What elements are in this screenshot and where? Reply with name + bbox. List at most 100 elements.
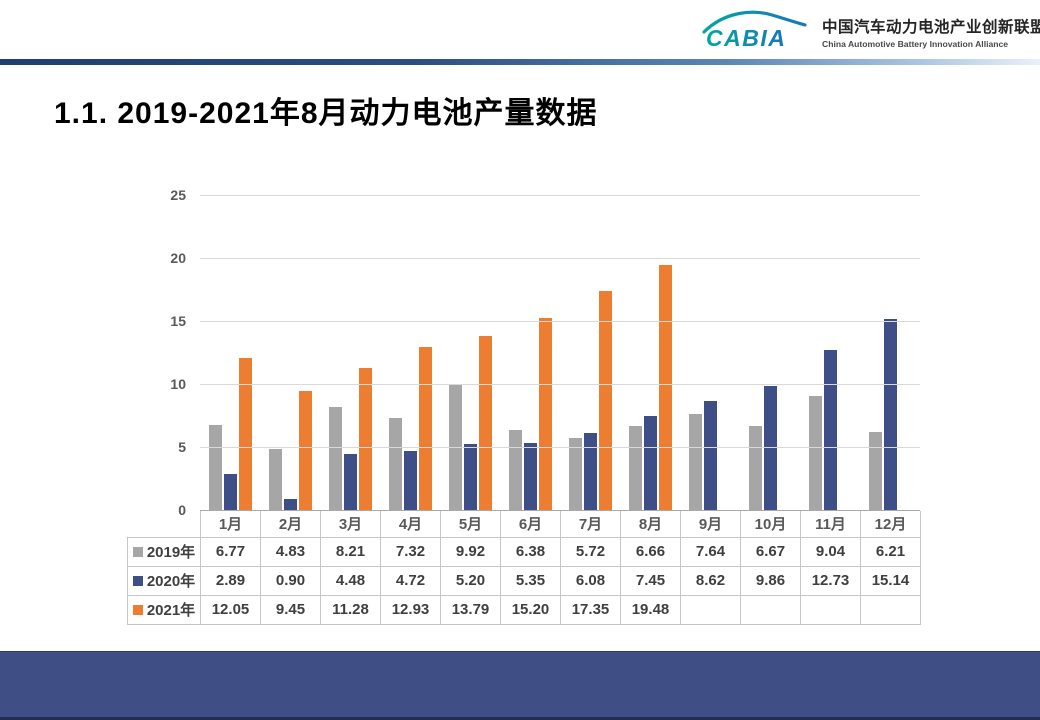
bar-2021年: [238, 358, 252, 510]
series-name: 2019年: [146, 544, 196, 561]
gridline: [200, 384, 920, 385]
value-cell: 19.48: [620, 594, 681, 625]
page-title: 1.1. 2019-2021年8月动力电池产量数据: [54, 97, 598, 130]
bar-chart-plot-area: 0 5 10 15 20 25: [170, 187, 920, 518]
bar-2020年: [223, 473, 237, 510]
value-cell: 6.67: [740, 536, 801, 567]
table-row: 2020年 2.89 0.90 4.48 4.72 5.20 5.35 6.08 7.45 8.6…: [127, 565, 921, 596]
bar-2019年: [268, 449, 282, 510]
gridline: [200, 321, 920, 322]
bar-2020年: [823, 349, 837, 510]
month-slot: [320, 195, 380, 510]
bar-2019年: [868, 431, 882, 510]
month-slot: [560, 195, 620, 510]
bar-2020年: [583, 433, 597, 510]
bar-2019年: [508, 429, 522, 510]
value-cell: [860, 594, 921, 625]
table-corner-cell: [128, 511, 201, 537]
bar-2021年: [538, 318, 552, 510]
value-cell: 5.20: [440, 565, 501, 596]
month-label: 3月: [320, 511, 381, 538]
value-cell: 8.21: [320, 536, 381, 567]
org-name-cn: 中国汽车动力电池产业创新联盟: [822, 19, 1040, 36]
month-slot: [260, 195, 320, 510]
month-label: 1月: [200, 511, 261, 538]
value-cell: 8.62: [680, 565, 741, 596]
value-cell: 6.08: [560, 565, 621, 596]
value-cell: 9.86: [740, 565, 801, 596]
legend-swatch-icon: [132, 546, 143, 557]
data-table: 1月 2月 3月 4月 5月 6月 7月 8月 9月 10月 11月 12月 2019年 6.77 4.83…: [127, 511, 921, 625]
bar-2021年: [598, 291, 612, 510]
series-legend-cell: 2019年: [127, 536, 201, 567]
value-cell: 12.93: [380, 594, 441, 625]
value-cell: 4.83: [260, 536, 321, 567]
gridline: [200, 195, 920, 196]
month-slot: [440, 195, 500, 510]
y-axis-tick-label: 5: [178, 439, 186, 455]
value-cell: 7.64: [680, 536, 741, 567]
value-cell: [680, 594, 741, 625]
table-row: 2021年 12.05 9.45 11.28 12.93 13.79 15.20 17.35 1…: [127, 594, 921, 625]
month-label: 6月: [500, 511, 561, 538]
value-cell: 6.77: [200, 536, 261, 567]
month-slot: [740, 195, 800, 510]
bar-2021年: [478, 336, 492, 510]
bar-2020年: [883, 319, 897, 510]
month-slot: [500, 195, 560, 510]
month-label: 4月: [380, 511, 441, 538]
org-names: 中国汽车动力电池产业创新联盟 China Automotive Battery …: [822, 15, 1040, 49]
bar-2021年: [418, 347, 432, 510]
bar-2019年: [328, 406, 342, 510]
month-label: 12月: [860, 511, 921, 538]
bar-2019年: [568, 437, 582, 510]
cabia-logo-icon: CABIA: [698, 6, 814, 59]
bar-2020年: [703, 401, 717, 510]
bar-2020年: [343, 453, 357, 510]
value-cell: 9.04: [800, 536, 861, 567]
value-cell: 15.14: [860, 565, 921, 596]
bar-2021年: [358, 367, 372, 510]
y-axis-tick-label: 0: [178, 502, 186, 518]
value-cell: 11.28: [320, 594, 381, 625]
month-label: 7月: [560, 511, 621, 538]
month-slot: [620, 195, 680, 510]
bar-2020年: [643, 416, 657, 510]
bar-2019年: [628, 426, 642, 510]
series-legend-cell: 2021年: [127, 594, 201, 625]
value-cell: 12.73: [800, 565, 861, 596]
value-cell: 4.48: [320, 565, 381, 596]
bar-2020年: [403, 450, 417, 510]
bar-2019年: [748, 425, 762, 510]
month-label: 5月: [440, 511, 501, 538]
legend-swatch-icon: [132, 604, 143, 615]
header-divider: [0, 59, 1040, 65]
value-cell: 7.32: [380, 536, 441, 567]
bar-2019年: [388, 417, 402, 510]
month-slot: [860, 195, 920, 510]
value-cell: 5.35: [500, 565, 561, 596]
y-axis-tick-label: 20: [170, 250, 186, 266]
bar-2019年: [808, 396, 822, 510]
series-name: 2020年: [146, 573, 196, 590]
legend-swatch-icon: [132, 575, 143, 586]
bar-2021年: [298, 390, 312, 510]
value-cell: 13.79: [440, 594, 501, 625]
table-row: 2019年 6.77 4.83 8.21 7.32 9.92 6.38 5.72 6.66 7.6…: [127, 536, 921, 567]
value-cell: 6.66: [620, 536, 681, 567]
header-logo-block: CABIA 中国汽车动力电池产业创新联盟 China Automotive Ba…: [698, 6, 1040, 59]
bar-slots: [200, 195, 920, 510]
value-cell: [800, 594, 861, 625]
gridline: [200, 447, 920, 448]
value-cell: 12.05: [200, 594, 261, 625]
y-axis-tick-label: 10: [170, 376, 186, 392]
value-cell: 9.45: [260, 594, 321, 625]
bar-2020年: [523, 442, 537, 510]
value-cell: 2.89: [200, 565, 261, 596]
month-slot: [800, 195, 860, 510]
value-cell: 9.92: [440, 536, 501, 567]
value-cell: 15.20: [500, 594, 561, 625]
gridline: [200, 258, 920, 259]
bar-2019年: [208, 424, 222, 510]
value-cell: 0.90: [260, 565, 321, 596]
